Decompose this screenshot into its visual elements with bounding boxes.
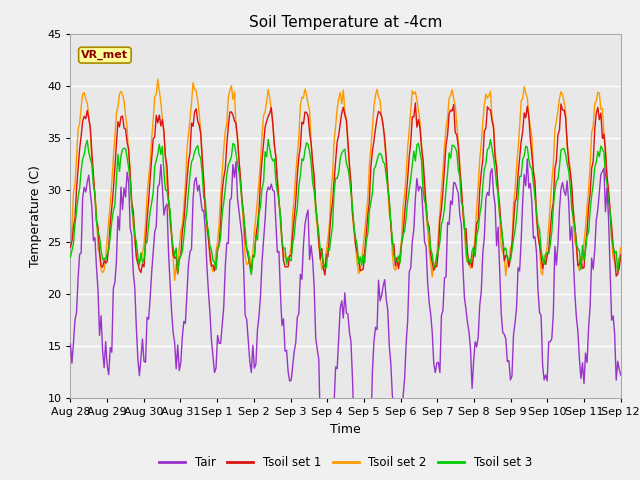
Text: VR_met: VR_met [81, 50, 129, 60]
Title: Soil Temperature at -4cm: Soil Temperature at -4cm [249, 15, 442, 30]
X-axis label: Time: Time [330, 423, 361, 436]
Y-axis label: Temperature (C): Temperature (C) [29, 165, 42, 267]
Legend: Tair, Tsoil set 1, Tsoil set 2, Tsoil set 3: Tair, Tsoil set 1, Tsoil set 2, Tsoil se… [154, 452, 537, 474]
